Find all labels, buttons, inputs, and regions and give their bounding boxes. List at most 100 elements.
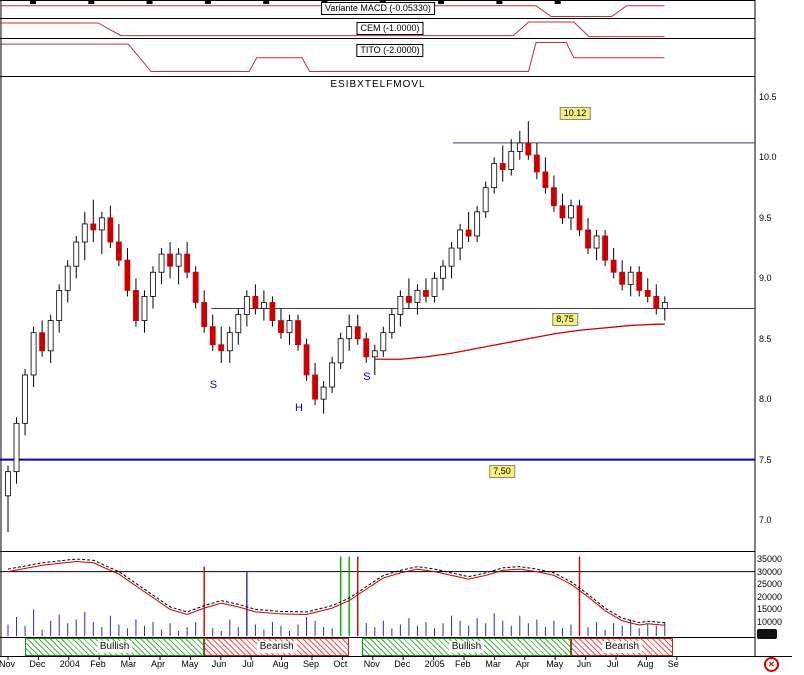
candle-body	[337, 338, 344, 364]
candle-body	[269, 302, 276, 321]
volume-axis-label: 10000	[757, 617, 783, 627]
price-axis-label: 7.0	[759, 514, 772, 525]
x-axis-label: Sep	[303, 659, 320, 669]
candle-body	[636, 271, 643, 291]
candle-body	[184, 253, 191, 273]
price-axis-label: 10.5	[759, 92, 777, 102]
candle-body	[423, 289, 429, 297]
corner-mark	[757, 629, 777, 639]
x-axis-label: Aug	[637, 659, 654, 669]
sentiment-band-bearish-1: Bearish	[204, 638, 350, 656]
top-tick	[263, 0, 270, 4]
x-axis-label: May	[546, 659, 564, 669]
candle-body	[508, 150, 515, 170]
candle-body	[431, 277, 438, 297]
candle-body	[354, 326, 361, 340]
candle-body	[585, 229, 591, 249]
price-axis-label: 9.5	[759, 212, 772, 223]
x-axis-label: Apr	[515, 659, 530, 669]
tito-line	[0, 42, 665, 72]
candle-body	[371, 350, 378, 358]
x-axis-label: Jul	[607, 659, 619, 669]
candle-body	[440, 265, 446, 279]
top-tick	[204, 0, 211, 4]
candle-body	[457, 229, 463, 249]
candle-body	[235, 314, 242, 334]
cem-line	[0, 21, 665, 38]
candle-body	[56, 289, 63, 321]
volume-axis-label: 15000	[757, 604, 783, 615]
volume-signal-line	[7, 558, 665, 624]
price-axis-label: 9.0	[759, 273, 772, 284]
candle-body	[167, 253, 173, 267]
candle-body	[576, 205, 583, 231]
candle-body	[209, 326, 216, 346]
sentiment-band-label: Bearish	[602, 641, 643, 653]
x-axis-label: Se	[667, 659, 679, 669]
candle-body	[661, 302, 668, 309]
candle-body	[98, 217, 105, 231]
candle-body	[133, 289, 139, 321]
candle-body	[397, 296, 404, 315]
candle-body	[141, 296, 148, 321]
candle-body	[542, 171, 549, 189]
candle-body	[602, 235, 608, 261]
candle-body	[568, 205, 574, 219]
candle-body	[201, 302, 208, 328]
candle-body	[81, 223, 88, 243]
candle-body	[295, 320, 301, 346]
x-axis-label: May	[181, 659, 199, 669]
candle-body	[482, 187, 489, 213]
x-axis-label: Dec	[394, 659, 411, 669]
candle-body	[593, 235, 600, 249]
candle-body	[278, 320, 284, 334]
support-price-label: 8,75	[552, 313, 578, 327]
sentiment-band-bullish-1: Bullish	[25, 638, 205, 656]
major-level-price-label: 7,50	[489, 464, 515, 478]
candle-body	[414, 289, 421, 303]
tito-indicator-label: TITO (-2.0000)	[356, 44, 424, 57]
candle-body	[150, 271, 156, 297]
candle-body	[115, 241, 122, 261]
candle-body	[107, 217, 114, 243]
top-tick	[438, 0, 445, 4]
x-axis-label: Apr	[151, 659, 166, 669]
resistance-price-label: 10.12	[559, 106, 591, 120]
x-axis-label: Nov	[0, 659, 16, 669]
candle-body	[47, 320, 54, 352]
candle-body	[243, 296, 250, 315]
x-axis-label: Feb	[455, 659, 471, 669]
candle-body	[124, 259, 131, 291]
candle-body	[525, 142, 532, 156]
candle-body	[491, 163, 498, 189]
x-axis-label: Aug	[272, 659, 289, 669]
top-tick	[146, 0, 153, 4]
candle-body	[5, 471, 11, 497]
cem-indicator-label: CEM (-1.0000)	[356, 22, 424, 35]
candle-body	[329, 362, 336, 388]
volume-ma-line	[7, 561, 665, 626]
x-axis-label: Dec	[29, 659, 46, 669]
x-axis-label: Oct	[333, 659, 348, 669]
macd-line	[0, 5, 665, 18]
macd-indicator-label: Variante MACD (-0.05330)	[321, 2, 435, 15]
top-tick	[554, 0, 561, 4]
candle-body	[610, 259, 617, 273]
candle-body	[465, 229, 472, 237]
top-tick	[496, 0, 503, 4]
candle-body	[218, 344, 225, 352]
candle-body	[533, 154, 540, 173]
x-axis-label: Mar	[120, 659, 137, 669]
pattern-letter-s: S	[363, 371, 371, 384]
x-axis-label: Jun	[211, 659, 227, 669]
candle-body	[551, 187, 557, 207]
candle-body	[627, 271, 634, 285]
close-icon[interactable]: ✕	[764, 657, 779, 672]
candle-body	[39, 332, 46, 352]
sentiment-band-label: Bullish	[448, 641, 485, 653]
candle-body	[559, 205, 566, 219]
x-axis-label: Jun	[576, 659, 592, 669]
symbol-title: ESIBXTELFMOVL	[327, 79, 429, 91]
